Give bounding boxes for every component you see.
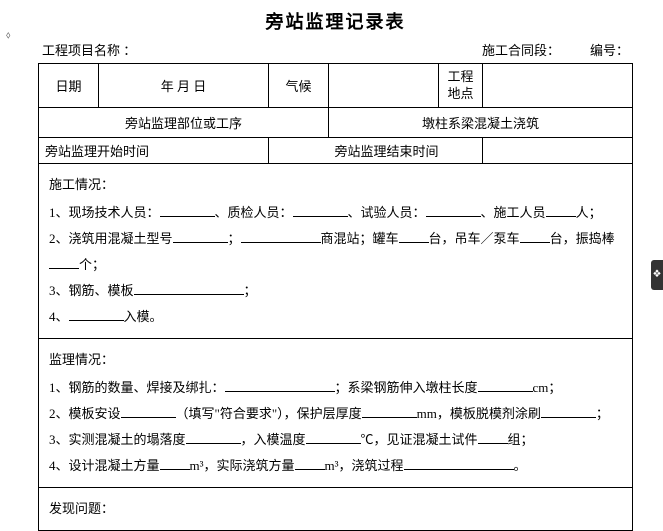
construction-heading: 施工情况： xyxy=(49,172,622,198)
supervision-line-2: 2、模板安设（填写"符合要求"），保护层厚度mm，模板脱模剂涂刷； xyxy=(49,401,622,427)
end-time-value xyxy=(483,138,633,164)
start-time-value xyxy=(269,138,329,164)
anchor-marker: ⬨ xyxy=(6,30,11,41)
location-label-l2: 地点 xyxy=(439,86,482,103)
date-value: 年 月 日 xyxy=(99,64,269,108)
construction-section: 施工情况： 1、现场技术人员：、质检人员：、试验人员：、施工人员人； 2、浇筑用… xyxy=(38,164,633,339)
date-label: 日期 xyxy=(39,64,99,108)
meta-row: 工程项目名称 ： 施工合同段： 编号： xyxy=(38,40,633,59)
end-time-label: 旁站监理结束时间 xyxy=(329,138,483,164)
header-table: 日期 年 月 日 气候 工程 地点 旁站监理部位或工序 墩柱系梁混凝土浇筑 旁站… xyxy=(38,63,633,164)
supervision-line-3: 3、实测混凝土的塌落度，入模温度℃，见证混凝土试件组； xyxy=(49,427,622,453)
problem-section: 发现问题： xyxy=(38,488,633,531)
location-value xyxy=(483,64,633,108)
problem-heading: 发现问题： xyxy=(49,496,622,522)
supervision-line-4: 4、设计混凝土方量m³，实际浇筑方量m³，浇筑过程。 xyxy=(49,453,622,479)
start-time-label: 旁站监理开始时间 xyxy=(39,138,269,164)
supervision-line-1: 1、钢筋的数量、焊接及绑扎：；系梁钢筋伸入墩柱长度cm； xyxy=(49,375,622,401)
construction-line-3: 3、钢筋、模板； xyxy=(49,278,622,304)
location-label-l1: 工程 xyxy=(439,69,482,86)
construction-line-4: 4、入模。 xyxy=(49,304,622,330)
weather-label: 气候 xyxy=(269,64,329,108)
construction-line-2: 2、浇筑用混凝土型号；商混站；罐车台，吊车／泵车台，振捣棒个； xyxy=(49,226,622,278)
serial-number-label: 编号： xyxy=(590,40,629,59)
project-name-label: 工程项目名称 xyxy=(42,43,120,58)
location-label: 工程 地点 xyxy=(439,64,483,108)
construction-line-1: 1、现场技术人员：、质检人员：、试验人员：、施工人员人； xyxy=(49,200,622,226)
supervision-heading: 监理情况： xyxy=(49,347,622,373)
form-title: 旁站监理记录表 xyxy=(38,8,633,34)
expand-arrow-icon[interactable]: ❖ xyxy=(651,260,663,290)
contract-section-label: 施工合同段： xyxy=(482,40,560,59)
supervision-section: 监理情况： 1、钢筋的数量、焊接及绑扎：；系梁钢筋伸入墩柱长度cm； 2、模板安… xyxy=(38,339,633,488)
position-value: 墩柱系梁混凝土浇筑 xyxy=(329,108,633,138)
colon: ： xyxy=(123,43,136,58)
position-label: 旁站监理部位或工序 xyxy=(39,108,329,138)
weather-value xyxy=(329,64,439,108)
